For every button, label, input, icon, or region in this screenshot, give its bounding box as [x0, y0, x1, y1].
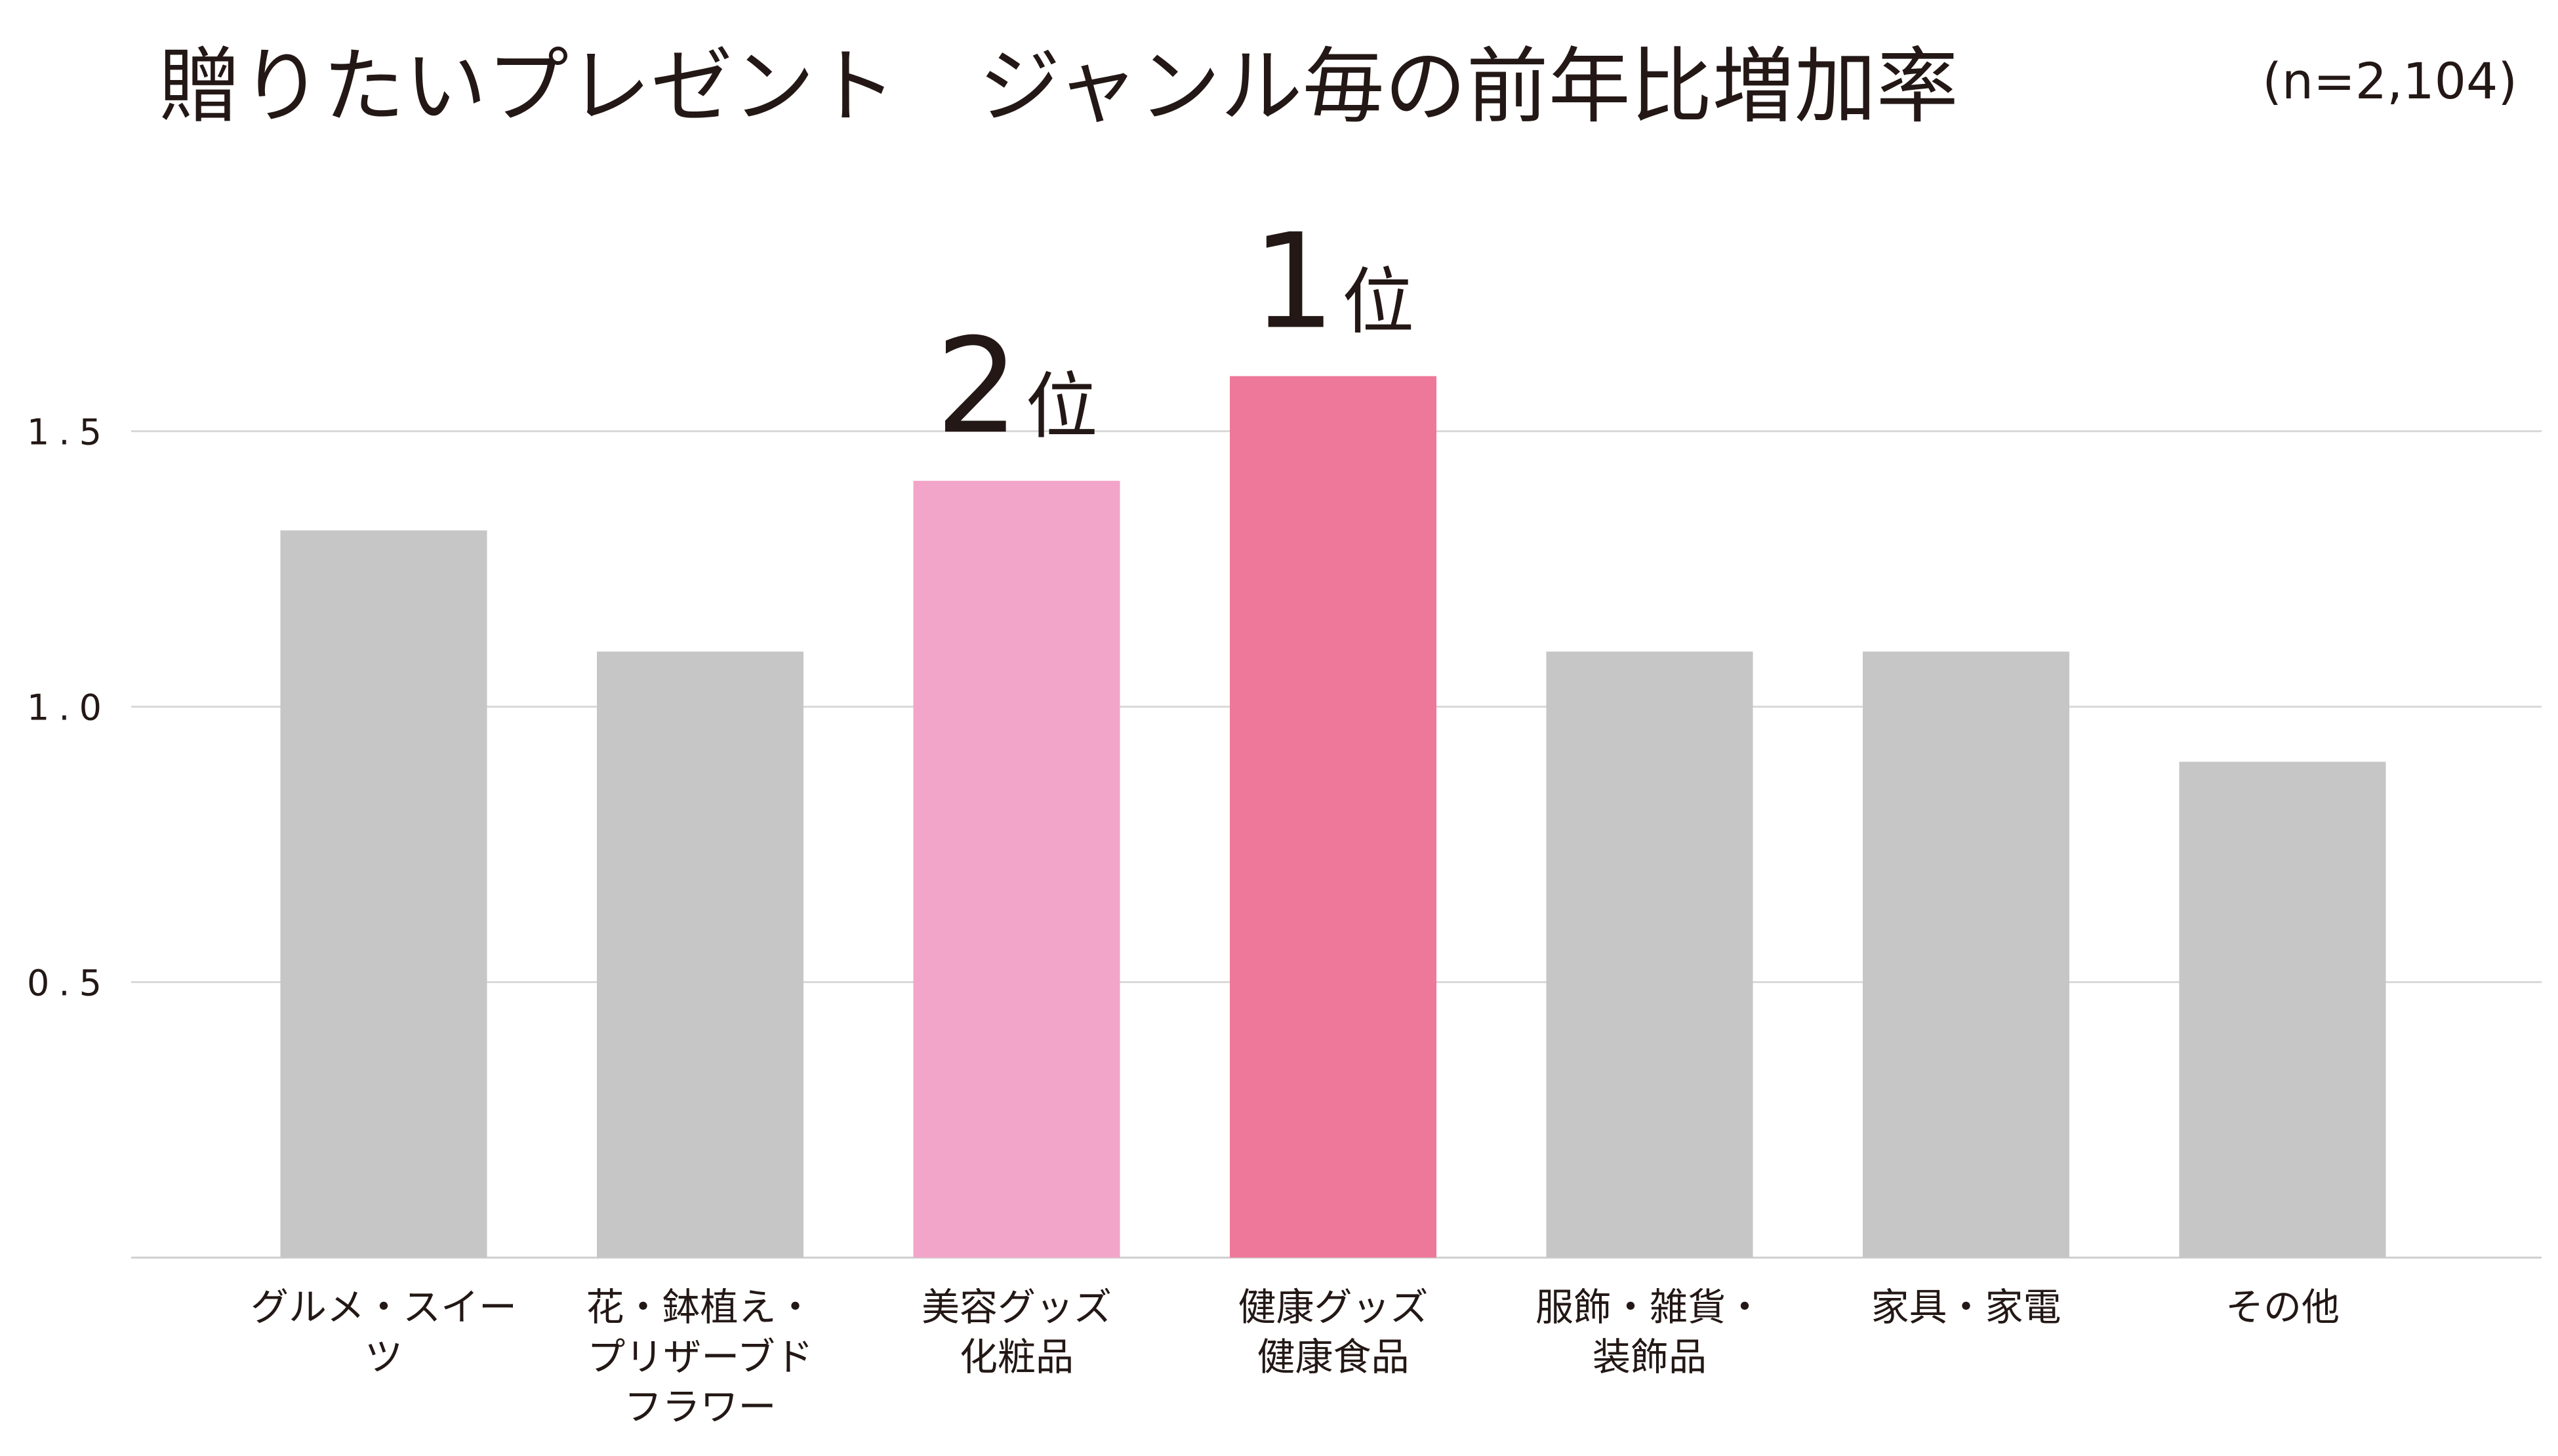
y-tick-label: 1.0	[27, 687, 111, 729]
y-tick-label: 1.5	[27, 412, 111, 453]
rank-suffix: 位	[1342, 260, 1414, 344]
bar	[1546, 651, 1753, 1258]
rank-label: 2位	[935, 310, 1097, 463]
chart-subtitle: (n=2,104)	[2262, 52, 2517, 110]
chart-title: 贈りたいプレゼント ジャンル毎の前年比増加率	[159, 39, 1959, 134]
x-tick-label: グルメ・スイーツ	[250, 1285, 517, 1379]
x-tick-label: 美容グッズ 化粧品	[921, 1285, 1112, 1379]
rank-number: 2	[935, 310, 1019, 463]
rank-suffix: 位	[1026, 365, 1098, 449]
bar	[1863, 651, 2069, 1258]
x-tick-label: 健康グッズ 健康食品	[1238, 1285, 1429, 1379]
x-tick-label: 家具・家電	[1871, 1285, 2061, 1329]
bar	[2179, 761, 2386, 1258]
x-tick-label: その他	[2225, 1285, 2340, 1329]
bar	[597, 651, 803, 1258]
x-tick-label: 花・鉢植え・ プリザーブド フラワー	[586, 1285, 815, 1429]
rank-number: 1	[1252, 206, 1335, 359]
x-tick-label: 服飾・雑貨・ 装飾品	[1535, 1285, 1764, 1379]
rank-label: 1位	[1252, 206, 1414, 359]
bar	[913, 481, 1120, 1258]
bar	[280, 530, 487, 1258]
y-tick-label: 0.5	[27, 963, 111, 1004]
bar	[1230, 376, 1436, 1258]
